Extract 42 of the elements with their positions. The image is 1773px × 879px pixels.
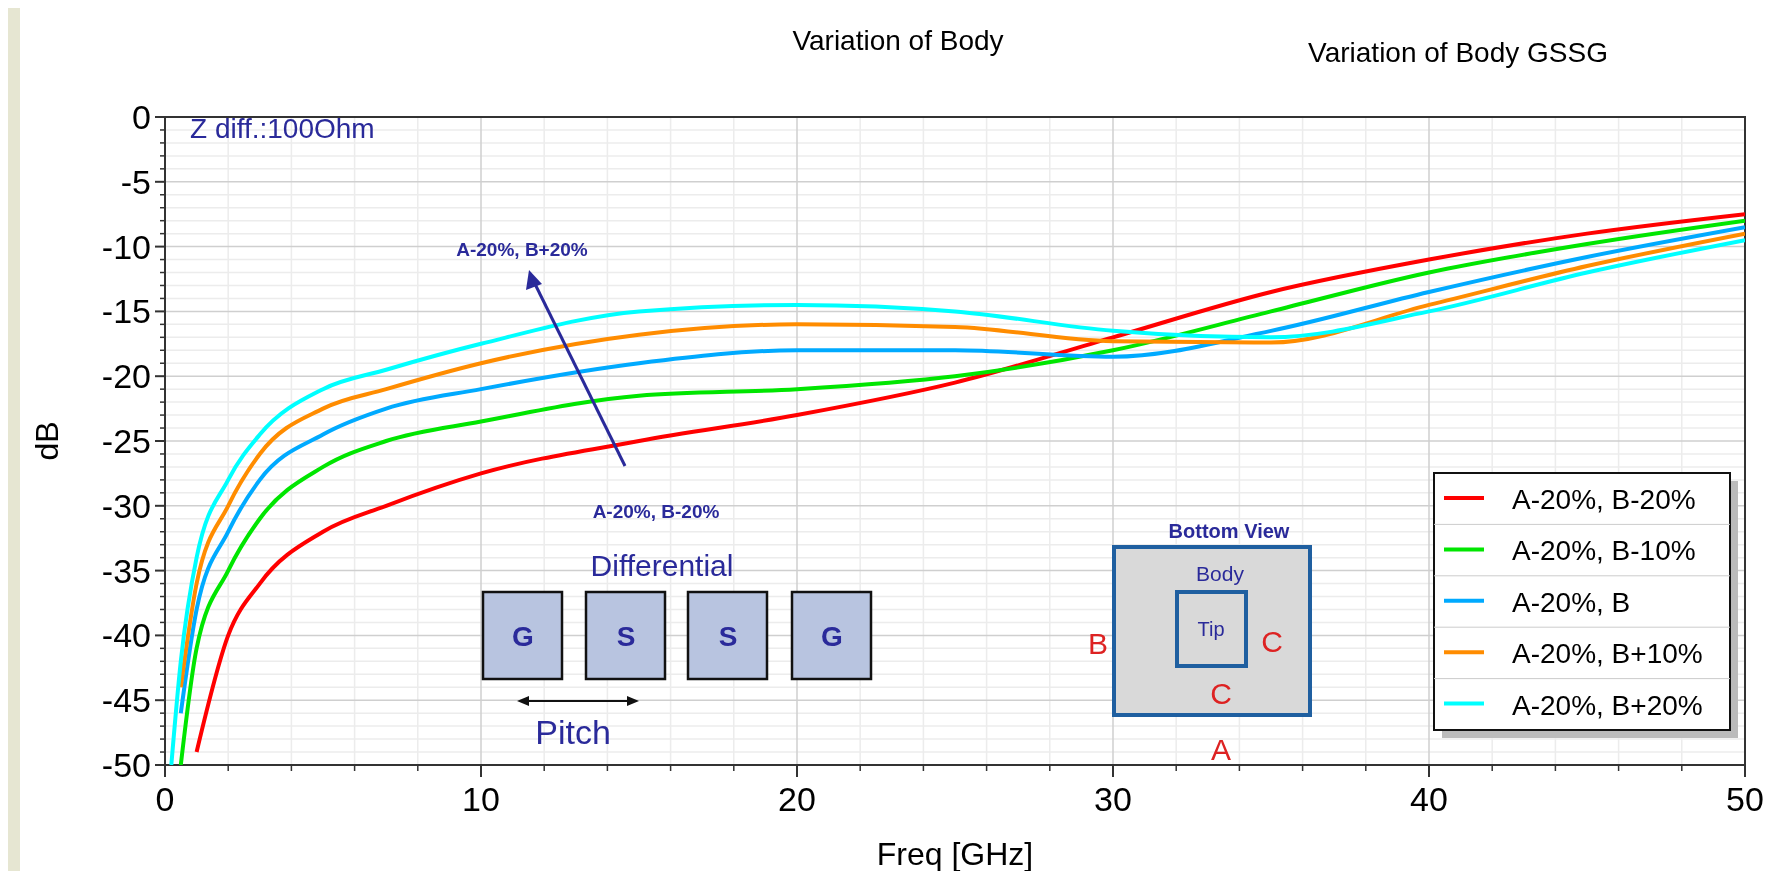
y-tick-label: -40 bbox=[101, 616, 151, 655]
x-tick-label: 50 bbox=[1726, 780, 1764, 818]
annotation: C bbox=[1261, 625, 1283, 658]
annotation: G bbox=[821, 621, 843, 652]
annotation: Z diff.:100Ohm bbox=[190, 113, 375, 144]
annotation: Tip bbox=[1197, 618, 1225, 640]
annotation: A-20%, B-20% bbox=[592, 501, 720, 522]
annotation: A bbox=[1210, 733, 1232, 766]
x-tick-label: 0 bbox=[155, 780, 175, 818]
legend-label: A-20%, B bbox=[1512, 586, 1631, 618]
y-axis-title: dB bbox=[29, 421, 65, 461]
annotation: S bbox=[718, 621, 738, 652]
annotation: B bbox=[1087, 627, 1109, 660]
x-tick-label: 40 bbox=[1410, 780, 1448, 818]
y-tick-label: 0 bbox=[132, 98, 151, 136]
annotation: G bbox=[512, 621, 534, 652]
y-tick-label: -25 bbox=[101, 422, 151, 460]
y-tick-label: -30 bbox=[101, 486, 151, 525]
legend-label: A-20%, B+10% bbox=[1512, 638, 1703, 670]
chart-title: Variation of Body bbox=[792, 25, 1004, 56]
annotation: C bbox=[1210, 677, 1232, 710]
legend-label: A-20%, B-20% bbox=[1512, 484, 1696, 515]
legend-label: A-20%, B-10% bbox=[1512, 535, 1696, 567]
y-tick-label: -10 bbox=[101, 227, 151, 266]
y-tick-label: -35 bbox=[101, 551, 151, 590]
y-tick-label: -50 bbox=[101, 746, 151, 784]
y-tick-label: -20 bbox=[101, 357, 151, 396]
y-tick-label: -5 bbox=[120, 162, 151, 201]
legend-label: A-20%, B+20% bbox=[1512, 689, 1703, 721]
annotation: Differential bbox=[590, 549, 734, 582]
annotation: S bbox=[616, 621, 636, 652]
annotation: Bottom View bbox=[1168, 520, 1290, 542]
annotation: A-20%, B+20% bbox=[456, 239, 588, 260]
y-tick-label: -45 bbox=[101, 681, 151, 720]
x-tick-label: 30 bbox=[1094, 780, 1132, 818]
chart-subtitle: Variation of Body GSSG bbox=[1308, 37, 1608, 68]
x-tick-label: 20 bbox=[778, 780, 816, 818]
y-tick-label: -15 bbox=[101, 292, 151, 331]
x-tick-label: 10 bbox=[462, 780, 500, 818]
annotation: Body bbox=[1196, 562, 1245, 585]
x-axis-title: Freq [GHz] bbox=[876, 836, 1034, 872]
annotation: Pitch bbox=[535, 713, 611, 751]
